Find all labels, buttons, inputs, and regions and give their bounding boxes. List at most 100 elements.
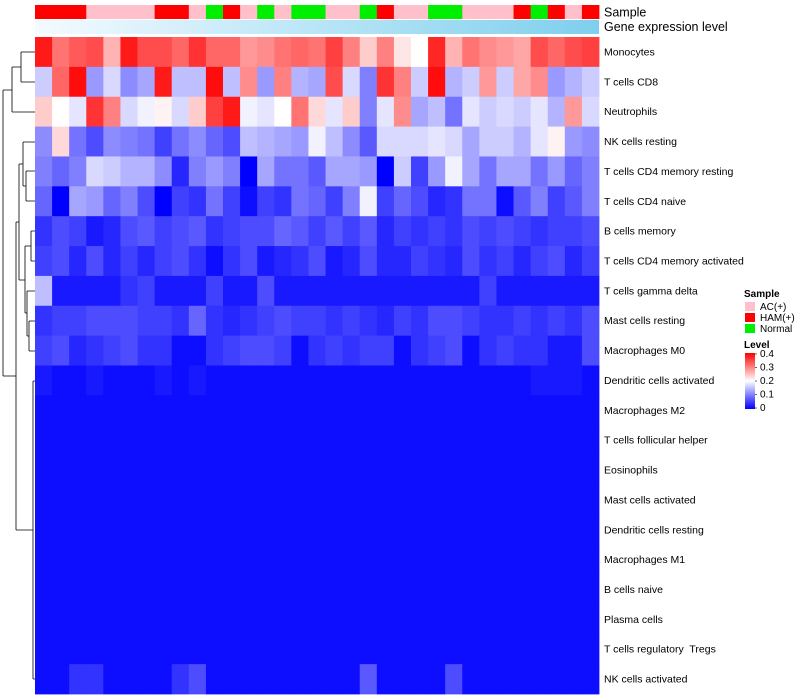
heatmap-cell xyxy=(479,604,497,635)
heatmap-cell xyxy=(257,604,275,635)
heatmap-cell xyxy=(308,186,326,217)
heatmap-cell xyxy=(479,574,497,605)
heatmap-cell xyxy=(581,634,600,665)
heatmap-cell xyxy=(325,425,344,456)
heatmap-cell xyxy=(291,664,309,695)
heatmap-cell xyxy=(257,37,275,68)
heatmap-cell xyxy=(120,514,138,546)
heatmap-cell xyxy=(581,544,600,575)
heatmap-cell xyxy=(188,604,207,635)
heatmap-cell xyxy=(342,484,361,516)
heatmap-cell xyxy=(564,604,583,635)
heatmap-cell xyxy=(69,514,87,546)
heatmap-cell xyxy=(393,156,412,187)
heatmap-cell xyxy=(308,275,326,307)
heatmap-cell xyxy=(342,574,361,605)
row-label: T cells follicular helper xyxy=(604,435,708,447)
heatmap-cell xyxy=(257,395,275,426)
heatmap-cell xyxy=(103,126,121,157)
heatmap-cell xyxy=(171,395,190,426)
heatmap-cell xyxy=(547,365,566,396)
heatmap-cell xyxy=(428,365,446,396)
heatmap-cell xyxy=(564,37,583,68)
heatmap-cell xyxy=(205,664,224,695)
heatmap-cell xyxy=(445,574,463,605)
heatmap-cell xyxy=(223,37,241,68)
heatmap-cell xyxy=(240,216,258,247)
heatmap-cell xyxy=(137,305,156,337)
heatmap-cell xyxy=(291,455,309,486)
heatmap-cell xyxy=(120,96,138,127)
row-label: B cells naive xyxy=(604,584,663,596)
heatmap-cell xyxy=(530,275,549,307)
heatmap-cell xyxy=(308,604,326,635)
heatmap-cell xyxy=(393,126,412,157)
heatmap-cell xyxy=(188,664,207,695)
heatmap-cell xyxy=(205,604,224,635)
heatmap-cell xyxy=(171,66,190,98)
heatmap-cell xyxy=(376,604,395,635)
heatmap-cell xyxy=(308,544,326,575)
heatmap-cell xyxy=(205,544,224,575)
heatmap-cell xyxy=(411,395,429,426)
dendrogram-branch xyxy=(22,141,35,187)
heatmap-cell xyxy=(530,66,549,98)
heatmap-cell xyxy=(223,96,241,127)
heatmap-cell xyxy=(137,186,156,217)
heatmap-cell xyxy=(35,96,53,127)
heatmap-cell xyxy=(69,365,87,396)
heatmap-cell xyxy=(86,186,104,217)
heatmap-cell xyxy=(257,484,275,516)
heatmap-cell xyxy=(462,425,480,456)
heatmap-cell xyxy=(223,156,241,187)
heatmap-cell xyxy=(171,305,190,337)
heatmap-cell xyxy=(411,66,429,98)
heatmap-cell xyxy=(171,514,190,546)
heatmap-cell xyxy=(86,305,104,337)
heatmap-cell xyxy=(274,514,292,546)
row-label: Mast cells activated xyxy=(604,494,696,506)
heatmap-cell xyxy=(393,186,412,217)
heatmap-cell xyxy=(325,395,344,426)
heatmap-cell xyxy=(308,246,326,277)
heatmap-cell xyxy=(154,246,173,277)
heatmap-cell xyxy=(496,395,514,426)
heatmap-cell xyxy=(35,126,53,157)
heatmap-cell xyxy=(411,664,429,695)
heatmap-cell xyxy=(223,484,241,516)
heatmap-cell xyxy=(120,37,138,68)
heatmap-cell xyxy=(240,484,258,516)
sample-cell-ac xyxy=(393,5,412,19)
heatmap-cell xyxy=(479,66,497,98)
heatmap-cell xyxy=(564,216,583,247)
sample-cell-ac xyxy=(240,5,258,19)
heatmap-cell xyxy=(547,305,566,337)
heatmap-cell xyxy=(428,574,446,605)
heatmap-cell xyxy=(274,246,292,277)
heatmap-cell xyxy=(257,425,275,456)
heatmap-cell xyxy=(120,455,138,486)
heatmap-cell xyxy=(223,604,241,635)
dendrogram-branch xyxy=(15,221,33,531)
heatmap-cell xyxy=(223,365,241,396)
heatmap-cell xyxy=(291,126,309,157)
heatmap-cell xyxy=(479,365,497,396)
heatmap-cell xyxy=(496,604,514,635)
heatmap-cell xyxy=(530,574,549,605)
heatmap-cell xyxy=(513,335,532,366)
heatmap-cell xyxy=(393,246,412,277)
heatmap-cell xyxy=(171,335,190,366)
heatmap-cell xyxy=(69,66,87,98)
heatmap-cell xyxy=(35,246,53,277)
heatmap-cell xyxy=(479,664,497,695)
heatmap-cell xyxy=(171,275,190,307)
sample-cell-normal xyxy=(291,5,309,19)
heatmap-cell xyxy=(445,216,463,247)
heatmap-cell xyxy=(376,216,395,247)
heatmap-cell xyxy=(240,544,258,575)
heatmap-cell xyxy=(240,425,258,456)
heatmap-cell xyxy=(530,664,549,695)
heatmap-cell xyxy=(308,664,326,695)
heatmap-cell xyxy=(291,335,309,366)
heatmap-cell xyxy=(513,156,532,187)
